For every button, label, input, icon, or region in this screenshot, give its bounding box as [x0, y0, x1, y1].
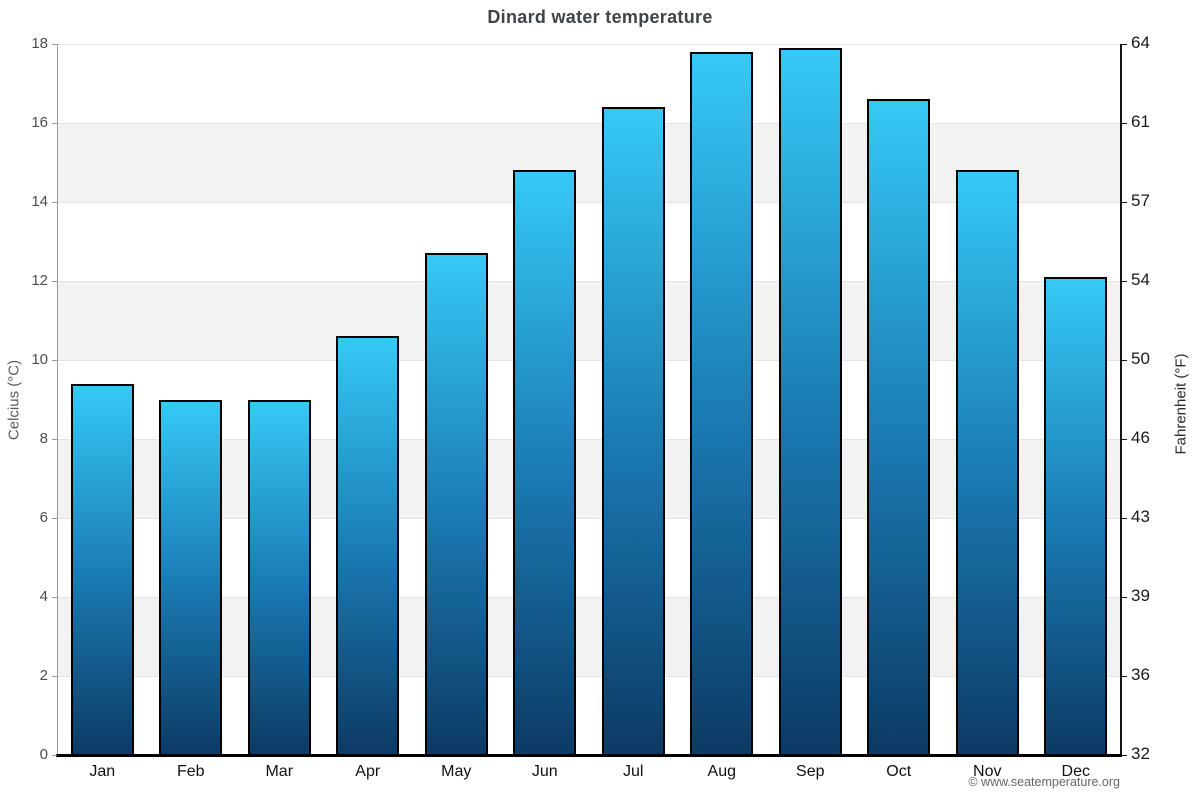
y-tick-celsius-8: [52, 438, 57, 440]
bar-apr: [336, 336, 400, 755]
y-tick-label-fahrenheit-43: 43: [1131, 507, 1150, 526]
y-axis-line-right: [1120, 44, 1122, 755]
bar-dec: [1044, 277, 1108, 755]
y-tick-fahrenheit-43: [1122, 517, 1127, 519]
y-tick-label-celsius-16: 16: [31, 114, 48, 131]
y-tick-label-celsius-18: 18: [31, 35, 48, 52]
y-tick-celsius-2: [52, 675, 57, 677]
x-tick-label-nov: Nov: [973, 763, 1002, 780]
background-band: [58, 123, 1120, 202]
chart-title: Dinard water temperature: [487, 7, 713, 27]
y-tick-fahrenheit-46: [1122, 438, 1127, 440]
y-tick-label-celsius-2: 2: [39, 667, 48, 684]
y-tick-label-fahrenheit-39: 39: [1131, 586, 1150, 605]
plot-area: [58, 44, 1120, 755]
x-tick-label-jun: Jun: [531, 763, 558, 780]
y-tick-fahrenheit-39: [1122, 596, 1127, 598]
y-tick-label-celsius-14: 14: [31, 193, 48, 210]
y-tick-celsius-6: [52, 517, 57, 519]
background-band: [58, 597, 1120, 676]
x-tick-label-feb: Feb: [176, 763, 205, 780]
y-tick-label-fahrenheit-61: 61: [1131, 112, 1150, 131]
y-tick-celsius-0: [52, 754, 57, 756]
y-tick-label-celsius-0: 0: [39, 746, 48, 763]
y-tick-label-celsius-12: 12: [31, 272, 48, 289]
y-tick-celsius-4: [52, 596, 57, 598]
bar-nov: [955, 170, 1019, 755]
x-tick-label-mar: Mar: [265, 763, 294, 780]
x-tick-label-jan: Jan: [89, 763, 116, 780]
background-band: [58, 360, 1120, 439]
y-tick-celsius-14: [52, 201, 57, 203]
y-tick-label-celsius-8: 8: [39, 430, 48, 447]
y-tick-celsius-18: [52, 43, 57, 45]
y-tick-label-fahrenheit-46: 46: [1131, 428, 1150, 447]
y-tick-label-celsius-4: 4: [39, 588, 48, 605]
bar-jul: [601, 107, 665, 755]
background-band: [58, 281, 1120, 360]
bar-sep: [778, 47, 842, 755]
x-tick-label-jul: Jul: [623, 763, 644, 780]
y-tick-fahrenheit-64: [1122, 43, 1127, 45]
y-tick-label-fahrenheit-54: 54: [1131, 270, 1150, 289]
y-tick-label-fahrenheit-50: 50: [1131, 349, 1150, 368]
y-tick-label-fahrenheit-64: 64: [1131, 33, 1150, 52]
bar-feb: [159, 399, 223, 755]
bar-jan: [70, 383, 134, 755]
y-tick-label-celsius-10: 10: [31, 351, 48, 368]
y-tick-celsius-12: [52, 280, 57, 282]
y-tick-label-fahrenheit-36: 36: [1131, 665, 1150, 684]
x-tick-label-sep: Sep: [796, 763, 825, 780]
y-tick-fahrenheit-54: [1122, 280, 1127, 282]
y-tick-celsius-10: [52, 359, 57, 361]
y-tick-fahrenheit-57: [1122, 201, 1127, 203]
x-tick-label-apr: Apr: [355, 763, 381, 780]
x-tick-label-may: May: [441, 763, 472, 780]
y-tick-fahrenheit-36: [1122, 675, 1127, 677]
y-axis-title-celsius: Celcius (°C): [5, 359, 23, 441]
bar-jun: [513, 170, 577, 755]
y-tick-fahrenheit-32: [1122, 754, 1127, 756]
x-tick-label-aug: Aug: [707, 763, 736, 780]
bar-oct: [867, 99, 931, 755]
y-tick-celsius-16: [52, 122, 57, 124]
x-axis-line: [56, 754, 1122, 757]
background-band: [58, 44, 1120, 123]
y-axis-line-left: [57, 44, 58, 755]
background-band: [58, 518, 1120, 597]
bar-may: [424, 253, 488, 755]
bar-aug: [690, 51, 754, 755]
background-band: [58, 202, 1120, 281]
x-tick-label-oct: Oct: [886, 763, 912, 780]
y-tick-label-fahrenheit-32: 32: [1131, 744, 1150, 763]
background-band: [58, 676, 1120, 755]
bar-mar: [247, 399, 311, 755]
y-tick-fahrenheit-61: [1122, 122, 1127, 124]
y-tick-label-fahrenheit-57: 57: [1131, 191, 1150, 210]
x-tick-label-dec: Dec: [1061, 763, 1090, 780]
y-tick-fahrenheit-50: [1122, 359, 1127, 361]
copyright-text: © www.seatemperature.org: [968, 775, 1120, 789]
y-tick-label-celsius-6: 6: [39, 509, 48, 526]
background-band: [58, 439, 1120, 518]
